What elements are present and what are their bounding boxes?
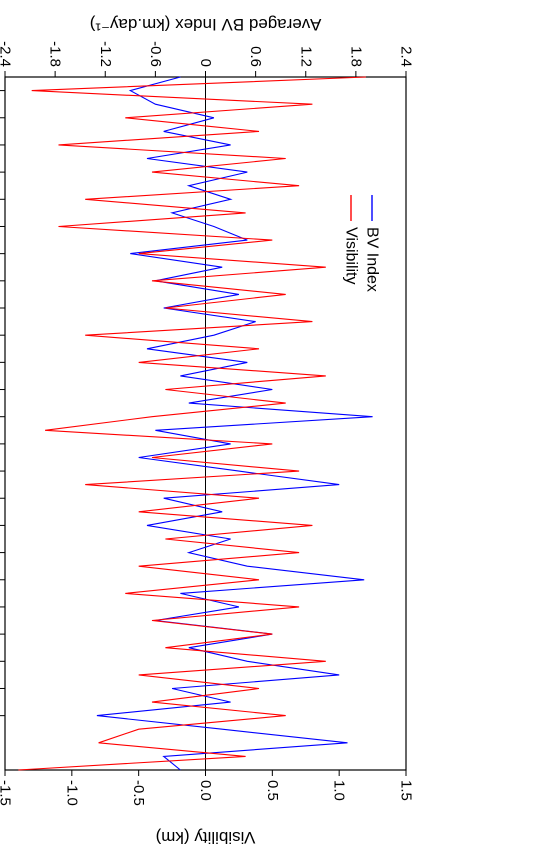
y-right-tick-label: -1.8 <box>47 41 64 67</box>
y-axis-left: 1.5 1.0 0.5 0.0 -0.5 -1.0 -1.5 <box>0 770 415 806</box>
y-left-tick-label: -0.5 <box>130 780 147 806</box>
y-left-tick-label: 1.5 <box>398 780 415 801</box>
y-right-tick-label: 2.4 <box>398 46 415 67</box>
y-right-tick-label: 1.2 <box>297 46 314 67</box>
y-left-tick-label: 0.5 <box>264 780 281 801</box>
legend-label-visibility: Visibility <box>343 227 360 285</box>
series-line-bv-index <box>96 76 373 771</box>
y-axis-right-title: Averaged BV Index (km.day⁻¹) <box>90 15 322 34</box>
y-axis-right: 2.4 1.8 1.2 0.6 0 -0.6 -1.2 -1.8 -2.4 <box>0 41 415 77</box>
y-right-tick-label: -0.6 <box>147 41 164 67</box>
y-right-tick-label: 1.8 <box>347 46 364 67</box>
y-left-tick-label: -1.0 <box>63 780 80 806</box>
y-axis-left-title: Visibility (km) <box>156 828 256 847</box>
legend: BV Index Visibility <box>343 195 381 292</box>
x-axis: 2001-11-012001-12-162002-11-012002-12-16… <box>0 90 5 717</box>
y-left-tick-label: 0.0 <box>197 780 214 801</box>
y-right-tick-label: 0 <box>197 59 214 67</box>
y-right-tick-label: -1.2 <box>97 41 114 67</box>
y-right-tick-label: -2.4 <box>0 41 14 67</box>
y-right-tick-label: 0.6 <box>247 46 264 67</box>
series-line-visibility <box>18 76 366 771</box>
y-left-tick-label: 1.0 <box>331 780 348 801</box>
legend-label-bv-index: BV Index <box>364 227 381 292</box>
y-left-tick-label: -1.5 <box>0 780 14 806</box>
